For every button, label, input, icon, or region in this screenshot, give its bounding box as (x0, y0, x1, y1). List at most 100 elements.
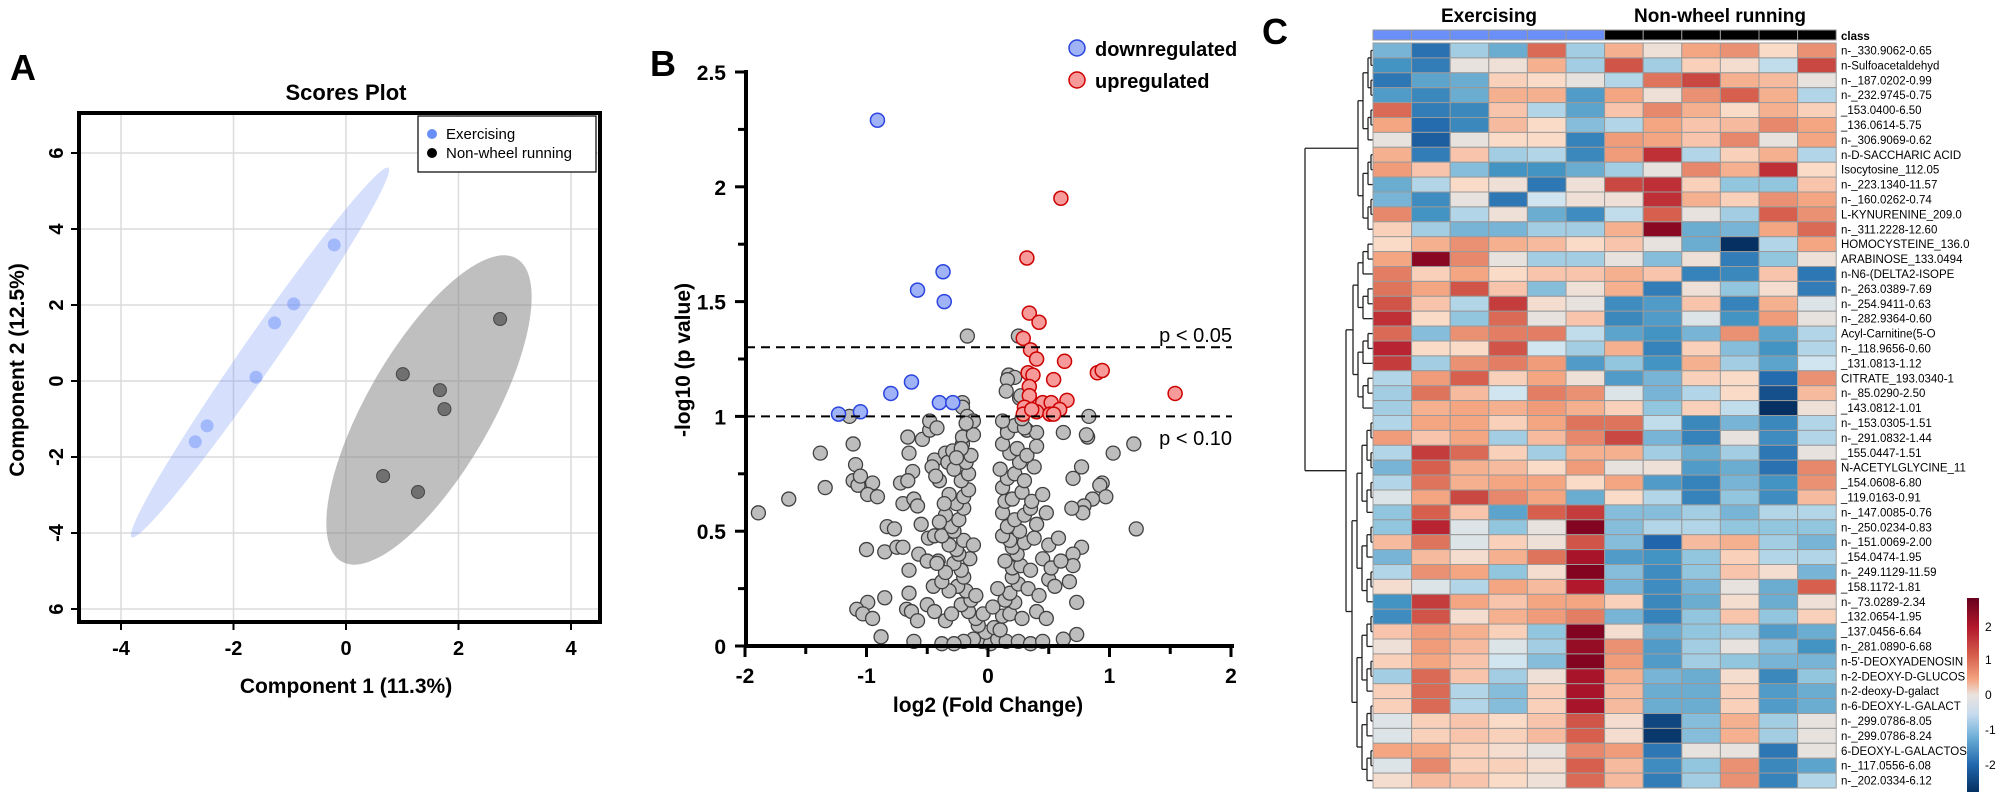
heatmap-cell (1758, 325, 1799, 342)
heatmap-cell (1681, 266, 1721, 282)
heatmap-cell (1681, 623, 1721, 640)
heatmap-cell (1449, 340, 1490, 357)
heatmap-cell (1372, 191, 1413, 208)
heatmap-cell (1719, 176, 1760, 193)
heatmap-cell (1719, 683, 1760, 700)
row-label: n-2-deoxy-D-galact (1841, 686, 1940, 698)
row-label: L-KYNURENINE_209.0 (1841, 209, 1962, 221)
heatmap-cell (1797, 72, 1837, 89)
heatmap-cell (1488, 608, 1528, 625)
heatmap-cell (1719, 355, 1760, 372)
heatmap-cell (1526, 698, 1567, 714)
heatmap-cell (1565, 742, 1606, 759)
heatmap-cell (1758, 608, 1799, 625)
y-tick-label: -2 (46, 448, 68, 466)
heatmap-cell (1681, 102, 1721, 118)
point-not-significant (946, 636, 962, 652)
heatmap-cell (1372, 549, 1413, 565)
heatmap-cell (1372, 713, 1413, 729)
heatmap-cell (1681, 370, 1721, 387)
heatmap-cell (1372, 42, 1413, 59)
point-not-significant (1038, 505, 1054, 521)
heatmap-cell (1565, 355, 1606, 372)
heatmap-cell (1642, 534, 1683, 551)
class-label: class (1841, 31, 1870, 43)
point-not-significant (1098, 489, 1114, 505)
point-upregulated (1023, 401, 1040, 418)
heatmap-cell (1449, 757, 1490, 774)
heatmap-cell (1681, 459, 1721, 476)
heatmap-cell (1642, 385, 1683, 402)
heatmap-cell (1411, 757, 1451, 774)
heatmap-cell (1642, 280, 1683, 297)
heatmap-cell (1411, 370, 1451, 387)
heatmap-cell (1642, 668, 1683, 685)
heatmap-cell (1526, 742, 1567, 759)
heatmap-cell (1797, 102, 1837, 118)
heatmap-cell (1642, 42, 1683, 59)
heatmap-cell (1797, 340, 1837, 357)
heatmap-cell (1604, 400, 1644, 417)
heatmap-cell (1642, 638, 1683, 655)
heatmap-cell (1681, 117, 1721, 133)
scores-legend: Exercising Non-wheel running (417, 115, 597, 173)
heatmap-cell (1681, 131, 1721, 148)
heatmap-cell (1604, 370, 1644, 387)
heatmap-cell (1488, 415, 1528, 431)
heatmap-cell (1642, 266, 1683, 282)
row-label: _143.0812-1.01 (1840, 403, 1922, 415)
point-not-significant (929, 420, 945, 436)
heatmap-cell (1719, 340, 1760, 357)
row-label: 6-DEOXY-L-GALACTOS (1841, 746, 1967, 758)
class-bar-cell (1488, 29, 1528, 41)
point-downregulated (935, 264, 951, 280)
heatmap-cell (1488, 623, 1528, 640)
heatmap-cell (1797, 638, 1837, 655)
heatmap-cell (1681, 57, 1721, 74)
heatmap-cell (1797, 727, 1837, 744)
row-label: n-6-DEOXY-L-GALACT (1841, 701, 1961, 713)
heatmap-cell (1719, 534, 1760, 551)
heatmap-cell (1642, 176, 1683, 193)
heatmap-cell (1488, 459, 1528, 476)
heatmap-cell (1758, 727, 1799, 744)
heatmap-cell (1719, 429, 1760, 446)
heatmap-cell (1719, 504, 1760, 521)
heatmap-cell (1488, 221, 1528, 238)
heatmap-cell (1372, 146, 1413, 163)
heatmap-cell (1565, 117, 1606, 133)
heatmap-cell (1488, 355, 1528, 372)
heatmap-cell (1681, 549, 1721, 565)
heatmap-cell (1526, 161, 1567, 178)
legend-marker-upregulated (1068, 71, 1086, 89)
heatmap-cell (1372, 280, 1413, 297)
point-not-significant (901, 562, 917, 578)
heatmap-cell (1526, 653, 1567, 670)
point-upregulated (1031, 314, 1047, 331)
heatmap-cell (1604, 191, 1644, 208)
x-tick-label: 4 (565, 638, 577, 660)
point-not-significant (965, 537, 982, 553)
heatmap-cell (1372, 638, 1413, 655)
row-label: _131.0813-1.12 (1840, 358, 1922, 370)
heatmap-cell (1604, 772, 1644, 789)
heatmap-cell (1719, 489, 1760, 506)
heatmap-cell (1758, 668, 1799, 685)
heatmap-cell (1526, 444, 1567, 461)
heatmap-cell (1411, 578, 1451, 595)
point-upregulated (1019, 250, 1035, 266)
heatmap-cell (1758, 757, 1799, 774)
heatmap-cell (1526, 146, 1567, 163)
heatmap-cell (1681, 415, 1721, 431)
heatmap-cell (1372, 474, 1413, 491)
heatmap-cell (1526, 608, 1567, 625)
heatmap-cell (1797, 772, 1837, 789)
row-label: n-_223.1340-11.57 (1841, 180, 1937, 192)
heatmap-cell (1526, 176, 1567, 193)
heatmap-cell (1488, 564, 1528, 580)
heatmap-cell (1681, 385, 1721, 402)
heatmap-cell (1488, 206, 1528, 223)
heatmap-cell (1681, 727, 1721, 744)
point-not-significant (1069, 626, 1085, 643)
heatmap-cell (1565, 608, 1606, 625)
